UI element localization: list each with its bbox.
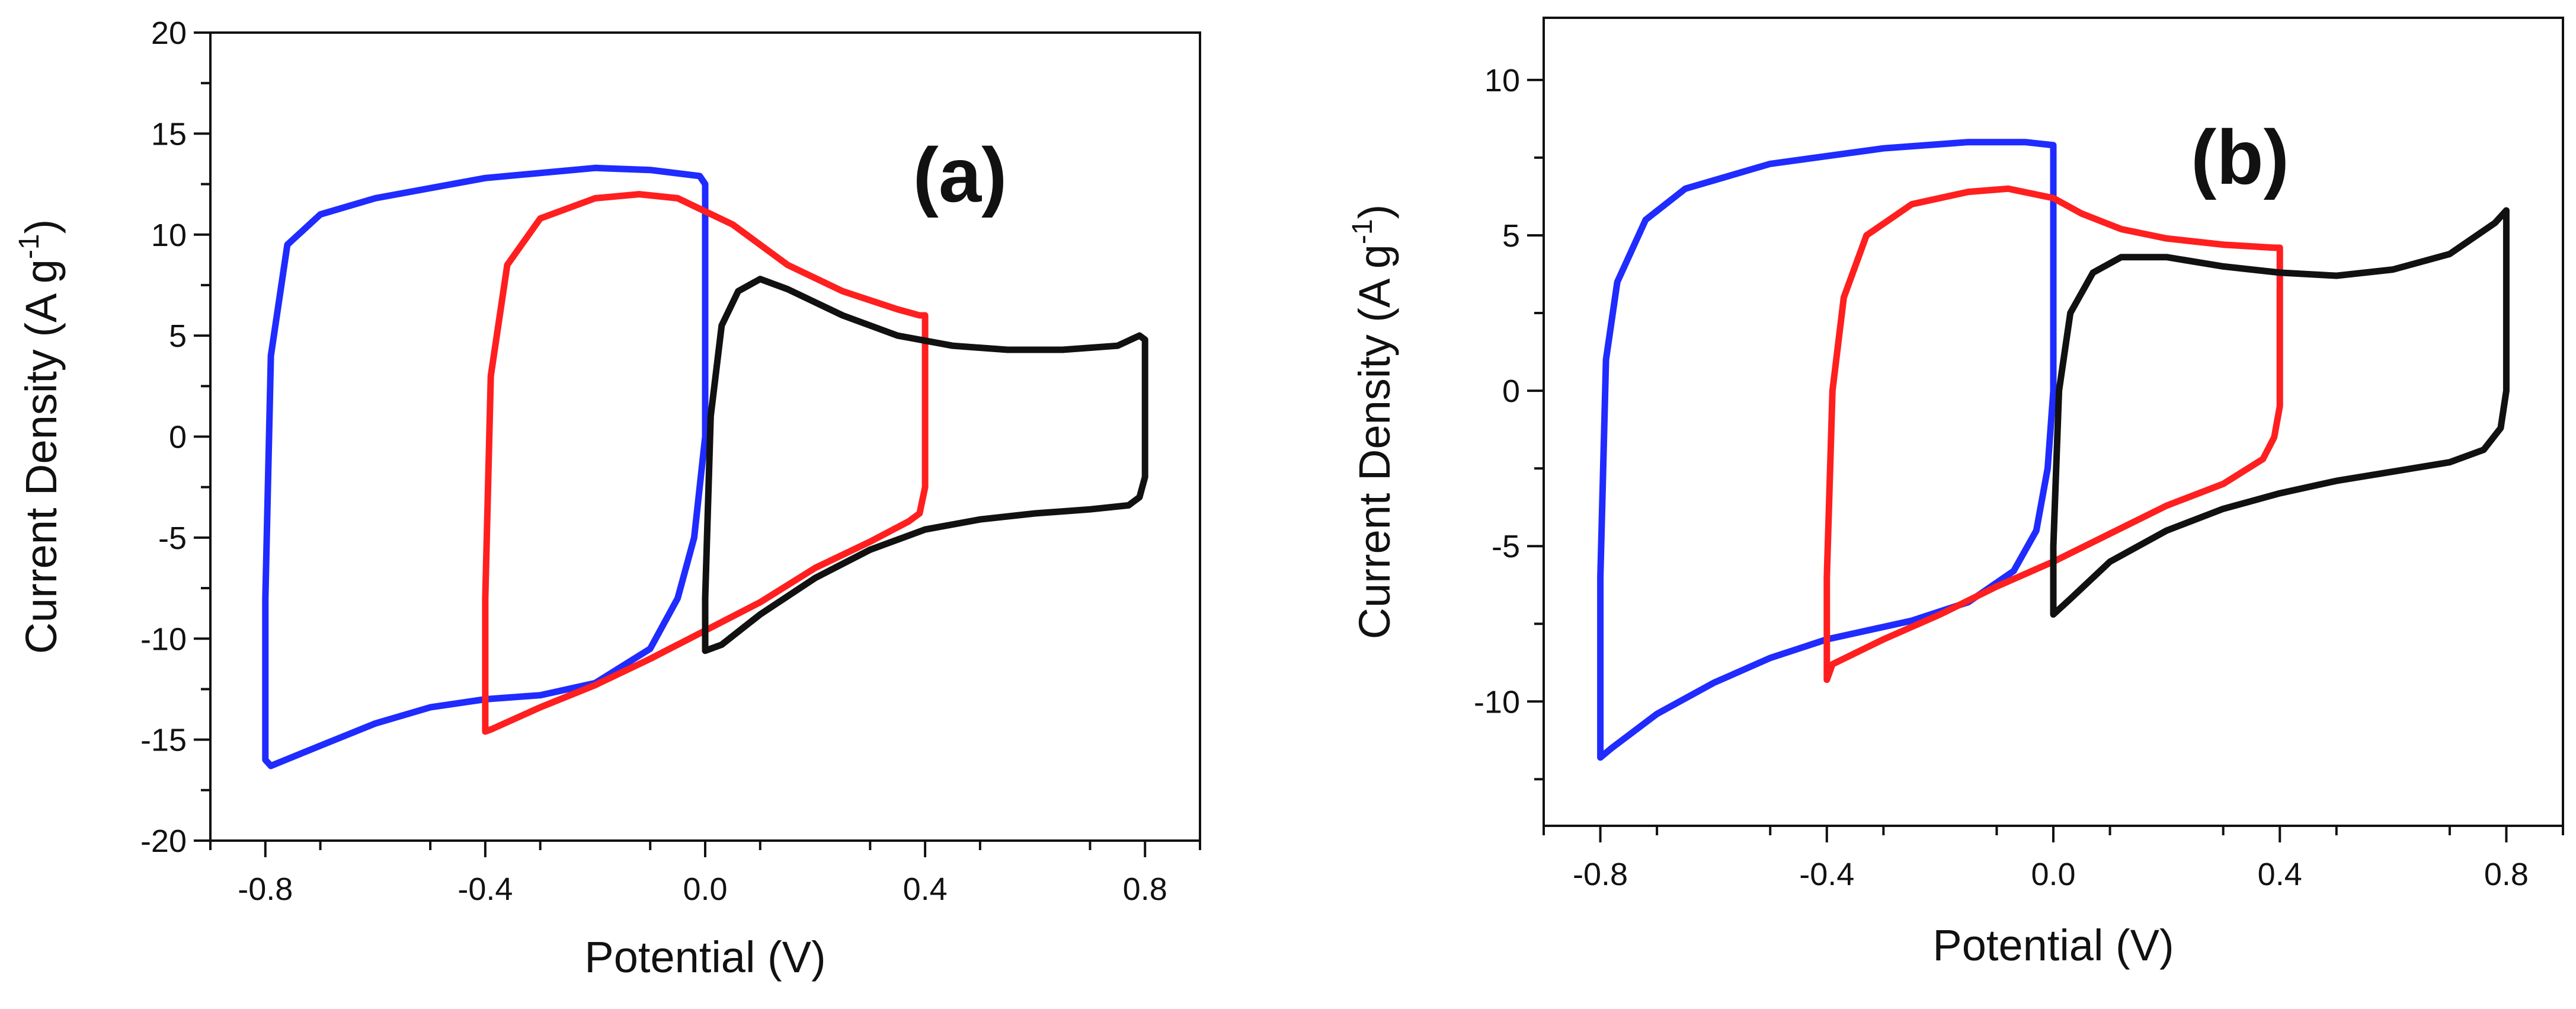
y-tick-label: -10 bbox=[140, 621, 187, 657]
y-tick-label: 0 bbox=[169, 420, 187, 455]
y-tick-label: -10 bbox=[1474, 684, 1520, 720]
series-red-curve bbox=[482, 191, 929, 735]
y-axis-title-close: ) bbox=[17, 219, 66, 234]
x-tick-label: 0.4 bbox=[2258, 857, 2302, 892]
y-axis-title-main: Current Density (A g bbox=[17, 259, 66, 654]
series-blue-curve bbox=[262, 164, 709, 769]
y-axis-title-close: ) bbox=[1350, 205, 1399, 219]
x-tick-label: -0.4 bbox=[457, 871, 513, 907]
y-axis-title: Current Density (A g-1) bbox=[14, 219, 66, 654]
x-tick-label: 0.0 bbox=[683, 871, 727, 907]
y-tick-label: 5 bbox=[169, 318, 187, 354]
y-axis-title: Current Density (A g-1) bbox=[1347, 205, 1399, 640]
x-tick-label: 0.4 bbox=[903, 871, 948, 907]
y-tick-label: 20 bbox=[151, 15, 187, 51]
y-tick-label: -20 bbox=[140, 823, 187, 859]
y-axis-title-superscript: -1 bbox=[14, 234, 45, 259]
y-axis-title-superscript: -1 bbox=[1347, 219, 1378, 244]
x-axis-title: Potential (V) bbox=[1932, 921, 2174, 970]
x-tick-label: 0.8 bbox=[1123, 871, 1167, 907]
y-tick-label: 0 bbox=[1502, 373, 1520, 409]
y-tick-label: 10 bbox=[151, 218, 187, 253]
x-tick-label: -0.8 bbox=[238, 871, 293, 907]
x-tick-label: -0.8 bbox=[1573, 857, 1628, 892]
series-blue-curve bbox=[1597, 139, 2057, 761]
y-tick-label: -5 bbox=[1492, 529, 1520, 564]
chart-panel-a: -0.8 -0.4 0.0 0.4 0.8 -20 -15 -10 -5 0 5 10 15 20 (a) P… bbox=[14, 15, 1201, 982]
x-axis-title: Potential (V) bbox=[584, 933, 825, 982]
y-tick-label: -15 bbox=[140, 723, 187, 758]
x-tick-label: -0.4 bbox=[1799, 857, 1854, 892]
series-black-curve bbox=[2050, 207, 2510, 618]
y-tick-label: 5 bbox=[1502, 218, 1520, 254]
x-tick-label: 0.0 bbox=[2031, 857, 2075, 892]
y-tick-label: 10 bbox=[1484, 63, 1520, 98]
panel-label: (b) bbox=[2191, 114, 2289, 200]
chart-panel-b: -0.8 -0.4 0.0 0.4 0.8 -10 -5 0 5 10 (b) Potential (… bbox=[1347, 17, 2564, 970]
y-tick-label: -5 bbox=[158, 521, 187, 556]
x-tick-label: 0.8 bbox=[2484, 857, 2529, 892]
series-black-curve bbox=[702, 276, 1148, 654]
y-axis-title-main: Current Density (A g bbox=[1350, 244, 1399, 639]
panel-label: (a) bbox=[913, 132, 1007, 218]
y-tick-label: 15 bbox=[151, 116, 187, 152]
series-red-curve bbox=[1823, 185, 2283, 684]
